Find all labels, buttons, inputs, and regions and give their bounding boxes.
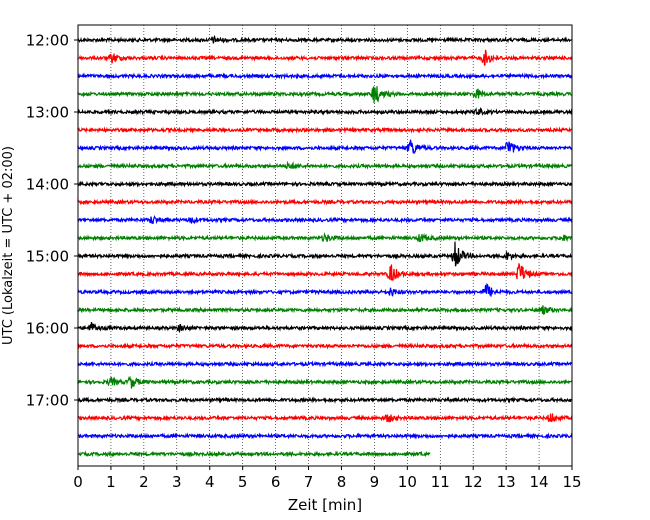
x-tick-label-7: 7	[304, 473, 314, 491]
y-axis-label: UTC (Lokalzeit = UTC + 02:00)	[1, 146, 16, 345]
trace-1200	[77, 34, 573, 44]
trace-1400	[77, 180, 573, 188]
trace-1300	[77, 106, 573, 116]
trace-1230	[77, 72, 573, 80]
trace-1245	[77, 86, 573, 104]
y-tick-label-1200: 12:00	[26, 32, 69, 50]
x-tick-label-8: 8	[337, 473, 347, 491]
trace-1730	[77, 432, 573, 440]
x-tick-label-3: 3	[172, 473, 182, 491]
x-tick-label-12: 12	[464, 473, 483, 491]
x-axis-label: Zeit [min]	[288, 496, 362, 514]
trace-1530	[77, 282, 573, 297]
trace-1215	[77, 49, 573, 66]
x-tick-label-5: 5	[238, 473, 248, 491]
x-tick-label-10: 10	[398, 473, 417, 491]
x-tick-label-13: 13	[497, 473, 516, 491]
trace-1745	[77, 450, 431, 458]
trace-1700	[77, 396, 573, 404]
trace-1630	[77, 360, 573, 368]
y-tick-label-1700: 17:00	[26, 392, 69, 410]
x-tick-label-6: 6	[271, 473, 281, 491]
trace-1430	[77, 215, 573, 225]
plot-frame	[77, 24, 573, 467]
trace-1500	[77, 241, 573, 267]
y-tick-label-1300: 13:00	[26, 104, 69, 122]
trace-1445	[77, 231, 573, 243]
x-tick-label-2: 2	[139, 473, 149, 491]
x-tick-label-14: 14	[530, 473, 549, 491]
trace-1515	[77, 263, 573, 281]
trace-1330	[77, 139, 573, 154]
x-tick-label-11: 11	[431, 473, 450, 491]
x-tick-label-4: 4	[205, 473, 215, 491]
y-tick-label-1500: 15:00	[26, 248, 69, 266]
trace-1615	[77, 342, 573, 350]
trace-1345	[77, 160, 573, 170]
x-tick-label-9: 9	[370, 473, 380, 491]
trace-1645	[77, 375, 573, 389]
x-tick-label-0: 0	[73, 473, 83, 491]
x-tick-label-15: 15	[562, 473, 581, 491]
trace-1415	[77, 198, 573, 206]
trace-1715	[77, 413, 573, 423]
trace-1315	[77, 126, 573, 134]
x-tick-label-1: 1	[106, 473, 116, 491]
axis-ticks: 0 1 2 3 4 5 6 7 8 9 10 11 12 13 14 1512:0013:0014:0015:…	[26, 32, 582, 492]
seismic-traces	[77, 34, 573, 458]
trace-1600	[77, 321, 573, 334]
y-tick-label-1400: 14:00	[26, 176, 69, 194]
y-tick-label-1600: 16:00	[26, 320, 69, 338]
trace-1545	[77, 305, 573, 315]
